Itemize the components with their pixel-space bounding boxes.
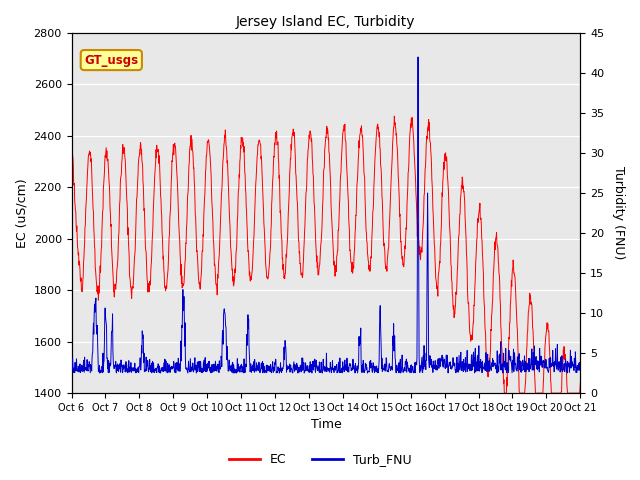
Title: Jersey Island EC, Turbidity: Jersey Island EC, Turbidity <box>236 15 415 29</box>
Legend: EC, Turb_FNU: EC, Turb_FNU <box>223 448 417 471</box>
Text: GT_usgs: GT_usgs <box>84 54 138 67</box>
X-axis label: Time: Time <box>310 419 341 432</box>
Y-axis label: Turbidity (FNU): Turbidity (FNU) <box>612 167 625 260</box>
Y-axis label: EC (uS/cm): EC (uS/cm) <box>15 178 28 248</box>
